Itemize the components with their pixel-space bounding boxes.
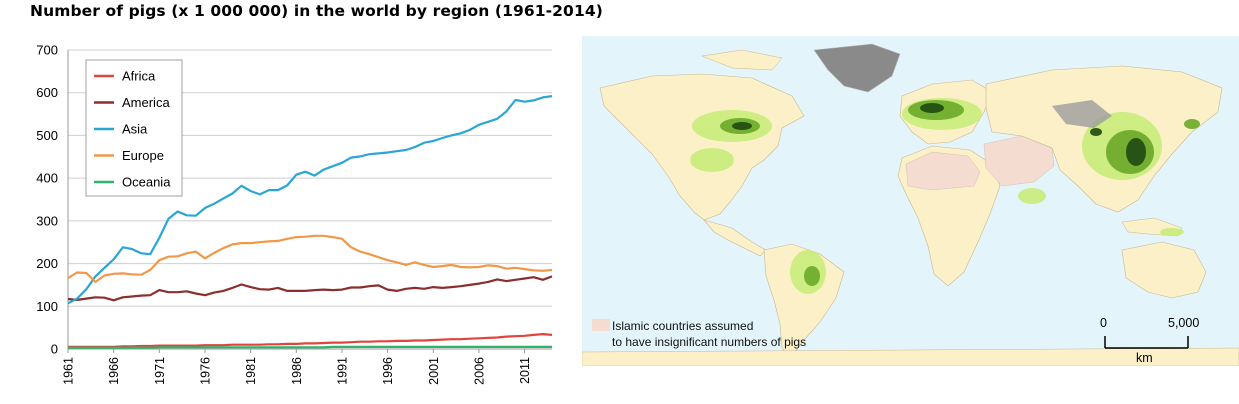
y-tick-label: 100	[36, 299, 58, 314]
map-legend-line-1: Islamic countries assumed	[612, 319, 754, 333]
y-tick-label: 700	[36, 43, 58, 58]
y-tick-label: 600	[36, 85, 58, 100]
y-tick-label: 500	[36, 128, 58, 143]
y-tick-label: 0	[51, 342, 58, 357]
legend-label-oceania: Oceania	[122, 175, 171, 190]
legend-label-asia: Asia	[122, 122, 148, 137]
series-line-oceania	[68, 345, 552, 349]
north-america	[599, 73, 805, 221]
world-map-panel: Islamic countries assumed to have insign…	[582, 36, 1239, 366]
islamic-legend-swatch	[592, 319, 610, 331]
x-tick-label: 1976	[198, 357, 212, 385]
antarctica	[582, 347, 1239, 366]
x-tick-label: 2011	[518, 357, 532, 384]
y-tick-label: 300	[36, 213, 58, 228]
series-lines	[67, 95, 553, 349]
legend-label-europe: Europe	[122, 148, 164, 163]
islamic-region-north-africa	[905, 151, 981, 191]
scale-unit-label: km	[1136, 351, 1153, 365]
series-line-america	[67, 275, 553, 302]
legend-label-africa: Africa	[122, 69, 156, 84]
map-legend-text: Islamic countries assumed to have insign…	[612, 318, 806, 350]
scale-end-label: 5,000	[1168, 316, 1200, 330]
x-tick-label: 1991	[335, 357, 349, 385]
x-tick-label: 1996	[381, 357, 395, 385]
axes: 0 100 200 300 400 500 600 700 1961 1966 1971 1976 19…	[36, 43, 552, 385]
x-tick-label: 1986	[290, 357, 304, 385]
x-tick-label: 2006	[472, 357, 486, 385]
x-tick-label: 1971	[153, 357, 167, 385]
series-line-africa	[68, 333, 553, 348]
central-asia-grey	[1052, 100, 1112, 128]
y-tick-label: 200	[36, 256, 58, 271]
world-map	[582, 43, 1239, 366]
y-tick-label: 400	[36, 171, 58, 186]
scale-start-label: 0	[1100, 316, 1107, 330]
legend-label-america: America	[122, 95, 170, 110]
series-line-asia	[67, 95, 553, 305]
x-tick-label: 1961	[62, 357, 76, 385]
x-tick-label: 1966	[107, 357, 121, 385]
scale-bar	[1104, 336, 1189, 349]
canada-islands	[701, 49, 783, 71]
central-america	[703, 219, 767, 257]
greenland-ice	[813, 43, 901, 93]
line-chart: 0 100 200 300 400 500 600 700 1961 1966 1971 1976 19…	[36, 43, 553, 385]
series-line-europe	[67, 234, 553, 283]
chart-title: Number of pigs (x 1 000 000) in the worl…	[30, 2, 603, 20]
x-tick-label: 2001	[427, 357, 441, 385]
x-tick-label: 1981	[244, 357, 258, 385]
legend: Africa America Asia Europe Oceania	[85, 59, 183, 197]
pig-density-high	[732, 103, 1146, 166]
australia	[1121, 241, 1207, 299]
map-legend-line-2: to have insignificant numbers of pigs	[612, 335, 807, 349]
